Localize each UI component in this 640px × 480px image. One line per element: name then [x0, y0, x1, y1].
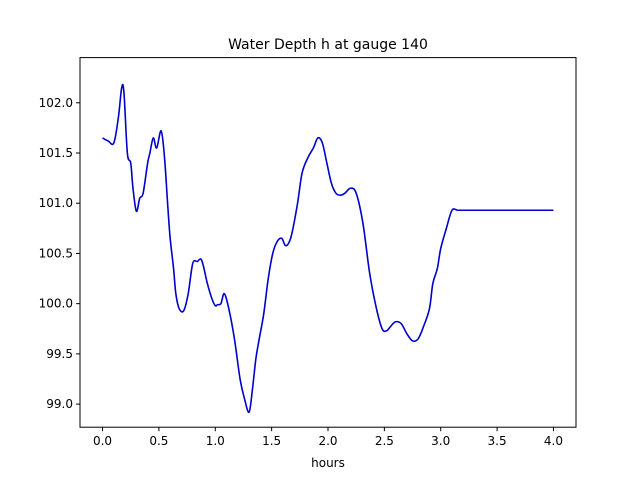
x-axis-label: hours: [311, 456, 345, 470]
x-tick-label: 3.5: [488, 434, 507, 448]
x-tick-label: 2.5: [375, 434, 394, 448]
y-tick-label: 101.5: [39, 146, 73, 160]
water-depth-line: [102, 83, 554, 414]
x-tick-label: 4.0: [544, 434, 563, 448]
chart-title: Water Depth h at gauge 140: [228, 37, 428, 53]
x-tick-label: 0.0: [93, 434, 112, 448]
x-tick-label: 1.5: [262, 434, 281, 448]
y-tick-label: 100.5: [39, 246, 73, 260]
y-tick-label: 102.0: [39, 96, 73, 110]
x-axis: 0.0 0.5 1.0 1.5 2.0 2.5 3.0 3.5 4.0: [93, 427, 563, 448]
x-tick-label: 3.0: [431, 434, 450, 448]
y-tick-label: 101.0: [39, 196, 73, 210]
y-axis: 99.0 99.5 100.0 100.5 101.0 101.5 102.0: [39, 96, 80, 411]
x-tick-label: 1.0: [206, 434, 225, 448]
y-tick-label: 100.0: [39, 297, 73, 311]
y-tick-label: 99.5: [46, 347, 73, 361]
x-tick-label: 0.5: [149, 434, 168, 448]
series-layer: [102, 83, 554, 414]
y-tick-label: 99.0: [46, 397, 73, 411]
x-tick-label: 2.0: [318, 434, 337, 448]
